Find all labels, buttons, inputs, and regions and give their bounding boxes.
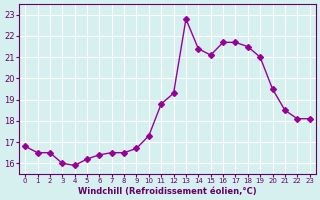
X-axis label: Windchill (Refroidissement éolien,°C): Windchill (Refroidissement éolien,°C) — [78, 187, 257, 196]
